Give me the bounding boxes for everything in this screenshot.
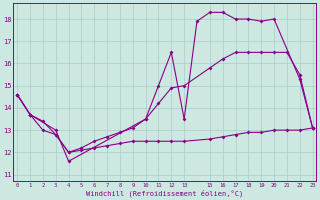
X-axis label: Windchill (Refroidissement éolien,°C): Windchill (Refroidissement éolien,°C) [86, 189, 244, 197]
